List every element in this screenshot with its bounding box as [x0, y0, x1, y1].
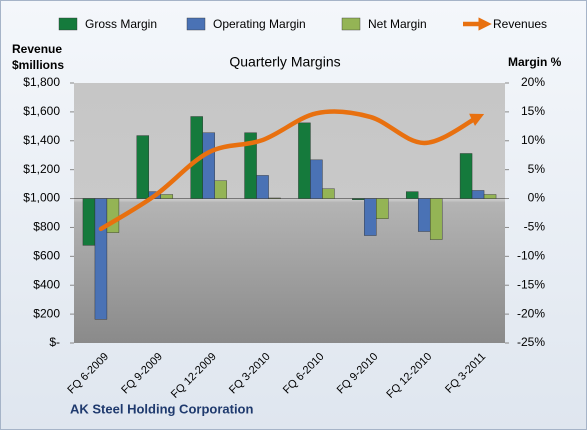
y2-tick-label: -25% [517, 335, 545, 349]
y2-tick-label: 10% [521, 133, 545, 147]
bar [94, 198, 108, 320]
y2-tick-label: -10% [517, 249, 545, 263]
bar [202, 132, 215, 199]
legend-label: Revenues [493, 17, 547, 31]
y2-tick-label: 15% [521, 104, 545, 118]
revenue-line [98, 109, 485, 232]
footer: AK Steel Holding Corporation [70, 401, 254, 416]
bar [136, 135, 150, 199]
bar [106, 198, 120, 233]
bar [483, 194, 497, 199]
y-tick-label: $800 [33, 220, 60, 234]
bar [429, 198, 443, 240]
legend-label: Net Margin [368, 17, 427, 31]
y-tick-label: $- [49, 335, 60, 349]
y-tick-label: $1,800 [23, 75, 60, 89]
y2-tick-label: 0% [528, 191, 546, 205]
bar [160, 194, 174, 199]
legend-swatch [341, 17, 361, 31]
bar [214, 180, 227, 199]
bar [417, 198, 431, 232]
y-axis-title: $millions [12, 58, 64, 72]
y-tick-label: $200 [33, 306, 60, 320]
bar [405, 191, 419, 199]
bar [364, 198, 377, 236]
legend-swatch [186, 17, 206, 31]
y-tick-label: $400 [33, 277, 60, 291]
bar [352, 198, 365, 200]
y2-tick-label: -20% [517, 306, 545, 320]
legend-label: Operating Margin [213, 17, 306, 31]
y2-tick-label: -5% [524, 220, 546, 234]
bar [82, 198, 96, 246]
y2-tick-label: 20% [521, 75, 545, 89]
bar [322, 188, 335, 199]
bar [256, 175, 269, 199]
y-tick-label: $1,600 [23, 104, 60, 118]
legend-swatch [58, 17, 78, 31]
y2-axis-title: Margin % [508, 55, 562, 69]
bar [268, 197, 281, 199]
chart-title: Quarterly Margins [229, 54, 340, 70]
bar [471, 190, 485, 199]
bar [376, 198, 389, 219]
bar [244, 132, 257, 199]
legend-label: Gross Margin [85, 17, 157, 31]
y-axis-title: Revenue [12, 42, 62, 56]
y-tick-label: $1,400 [23, 133, 60, 147]
bar [298, 122, 311, 199]
y2-tick-label: -15% [517, 277, 545, 291]
bar [459, 153, 473, 199]
bar [310, 159, 323, 199]
y2-tick-label: 5% [528, 162, 546, 176]
y-tick-label: $1,200 [23, 162, 60, 176]
y-tick-label: $1,000 [23, 191, 60, 205]
y-tick-label: $600 [33, 249, 60, 263]
